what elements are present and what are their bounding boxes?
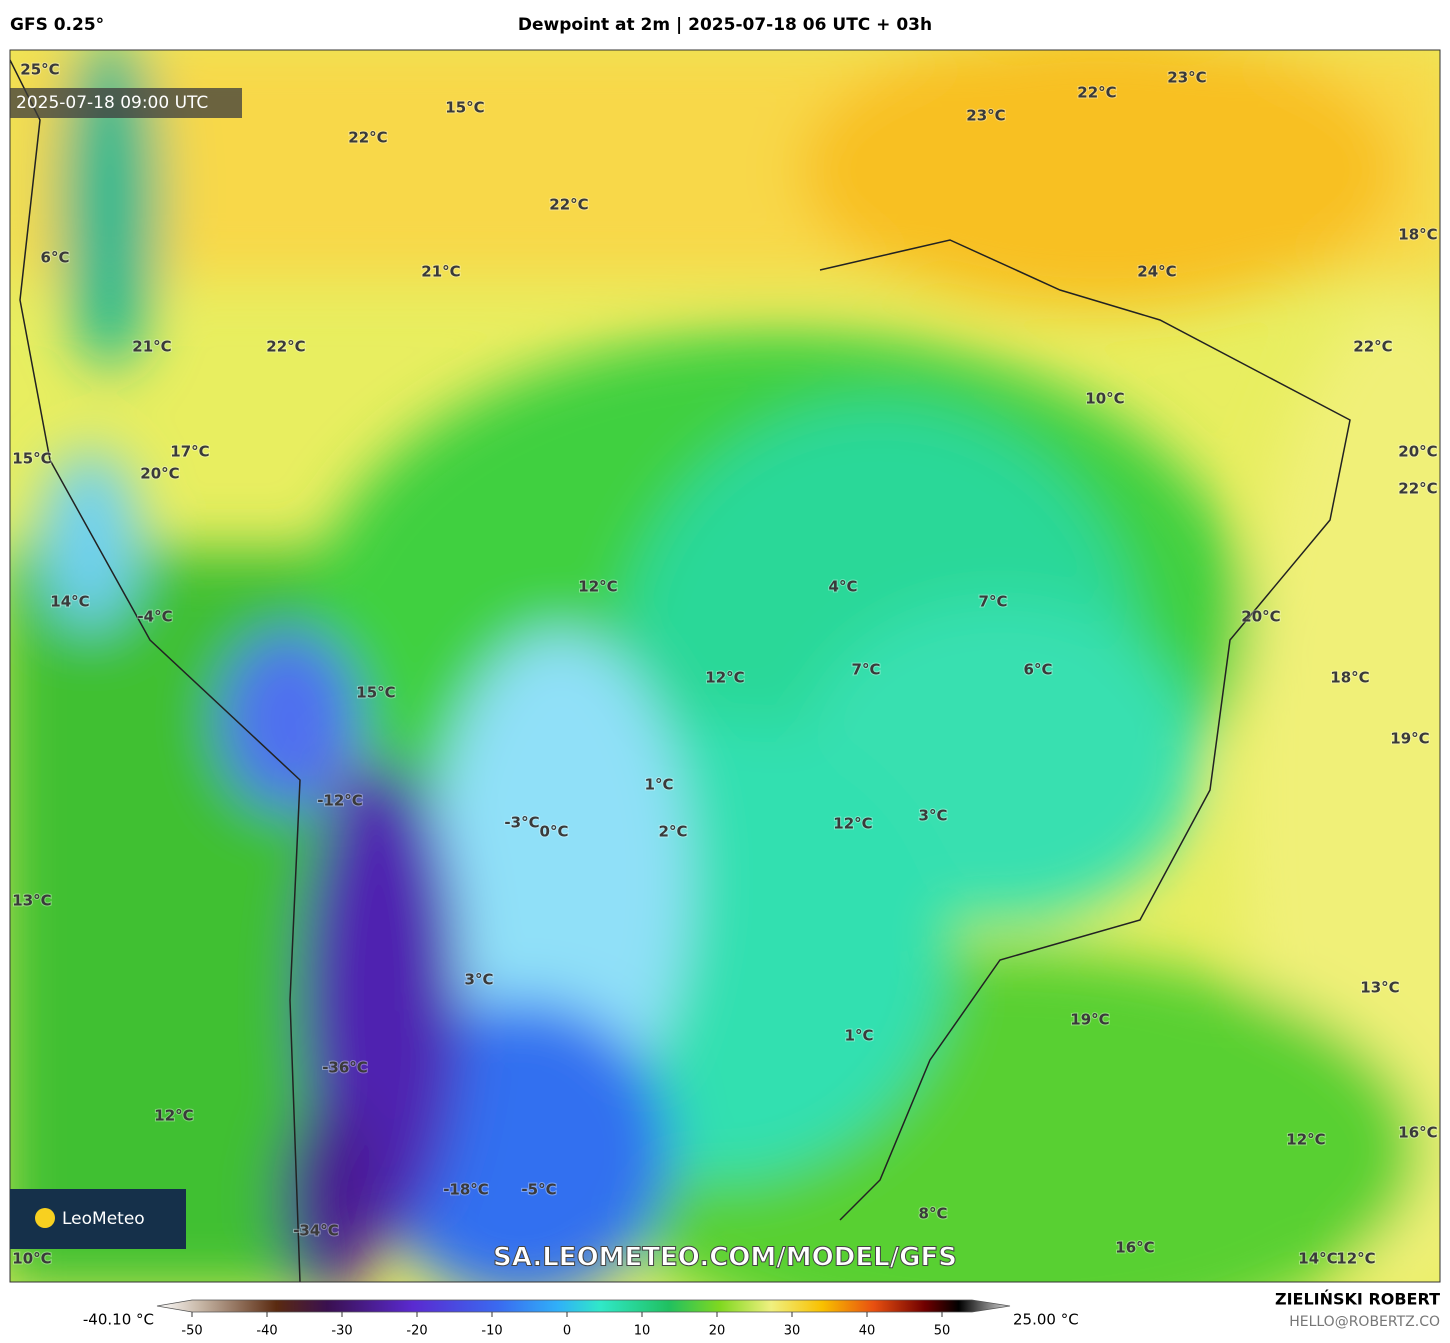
temp-label: 20°C [140, 465, 179, 483]
colorbar-tick-label: 0 [563, 1324, 571, 1339]
temp-label: 22°C [1353, 338, 1392, 356]
temp-label: 21°C [421, 263, 460, 281]
temp-label: -5°C [521, 1181, 556, 1199]
temp-label: 14°C [1298, 1250, 1337, 1268]
colorbar-tick-label: 20 [709, 1324, 726, 1339]
temp-label: 13°C [12, 892, 51, 910]
colorbar-tick-label: 30 [784, 1324, 801, 1339]
colorbar-tick-label: 40 [859, 1324, 876, 1339]
temp-label: 3°C [919, 807, 948, 825]
colorbar-tick-label: -40 [256, 1324, 277, 1339]
temp-label: 12°C [833, 815, 872, 833]
temp-label: 3°C [465, 971, 494, 989]
model: GFS 0.25° [10, 15, 104, 35]
temp-label: 6°C [41, 249, 70, 267]
temp-label: 16°C [1115, 1239, 1154, 1257]
temp-label: 15°C [445, 99, 484, 117]
colorbar-min: -40.10 °C [83, 1311, 154, 1329]
colorbar-max: 25.00 °C [1013, 1311, 1079, 1329]
temp-label: 18°C [1330, 669, 1369, 687]
temp-label: 13°C [1360, 979, 1399, 997]
temp-label: 6°C [1024, 661, 1053, 679]
temp-label: 21°C [132, 338, 171, 356]
email: HELLO@ROBERTZ.CO [1289, 1314, 1440, 1330]
logo: LeoMeteo [62, 1209, 145, 1229]
temp-label: -3°C [504, 814, 539, 832]
colorbar-tick-label: 50 [934, 1324, 951, 1339]
colorbar-tick-label: 10 [634, 1324, 651, 1339]
temp-label: -36°C [322, 1059, 368, 1077]
temp-label: -4°C [137, 608, 172, 626]
temp-label: 10°C [1085, 390, 1124, 408]
watermark: SA.LEOMETEO.COM/MODEL/GFS [493, 1243, 957, 1273]
temp-label: 22°C [266, 338, 305, 356]
time-box [10, 88, 242, 118]
temp-label: 12°C [578, 578, 617, 596]
temp-label: 20°C [1241, 608, 1280, 626]
author: ZIELIŃSKI ROBERT [1275, 1290, 1440, 1309]
title: Dewpoint at 2m | 2025-07-18 06 UTC + 03h [518, 15, 932, 35]
temp-label: 20°C [1398, 443, 1437, 461]
temp-label: -34°C [293, 1222, 339, 1240]
temp-label: 12°C [1336, 1250, 1375, 1268]
temp-label: 8°C [919, 1205, 948, 1223]
colorbar-tick-label: -10 [481, 1324, 502, 1339]
temp-label: 16°C [1398, 1124, 1437, 1142]
colorbar-tick-label: -50 [181, 1324, 202, 1339]
temp-label: 25°C [20, 61, 59, 79]
map-frame [9, 49, 1441, 1283]
temp-label: 2°C [659, 823, 688, 841]
temp-label: 1°C [645, 776, 674, 794]
temp-label: 12°C [154, 1107, 193, 1125]
temp-label: 1°C [845, 1027, 874, 1045]
temp-label: 22°C [1398, 480, 1437, 498]
temp-label: -18°C [443, 1181, 489, 1199]
temp-label: 22°C [348, 129, 387, 147]
temp-label: 0°C [540, 823, 569, 841]
temp-label: 23°C [1167, 69, 1206, 87]
temp-label: 10°C [12, 1250, 51, 1268]
temp-label: 7°C [979, 593, 1008, 611]
valid-time: 2025-07-18 09:00 UTC [16, 93, 208, 113]
colorbar [156, 1299, 1011, 1313]
colorbar-tick-label: -20 [406, 1324, 427, 1339]
temp-label: 22°C [549, 196, 588, 214]
temp-label: 14°C [50, 593, 89, 611]
temp-label: 24°C [1137, 263, 1176, 281]
logo-sun [35, 1208, 55, 1228]
temp-label: 4°C [829, 578, 858, 596]
temp-label: 17°C [170, 443, 209, 461]
map [10, 50, 1440, 1282]
temp-label: 18°C [1398, 226, 1437, 244]
temp-label: 15°C [356, 684, 395, 702]
colorbar-tick-label: -30 [331, 1324, 352, 1339]
temp-label: 12°C [705, 669, 744, 687]
temp-label: 19°C [1390, 730, 1429, 748]
temp-label: 19°C [1070, 1011, 1109, 1029]
temp-label: 12°C [1286, 1131, 1325, 1149]
temp-label: 23°C [966, 107, 1005, 125]
temp-label: 22°C [1077, 84, 1116, 102]
temp-label: 7°C [852, 661, 881, 679]
temp-label: 15°C [12, 450, 51, 468]
temp-label: -12°C [317, 792, 363, 810]
